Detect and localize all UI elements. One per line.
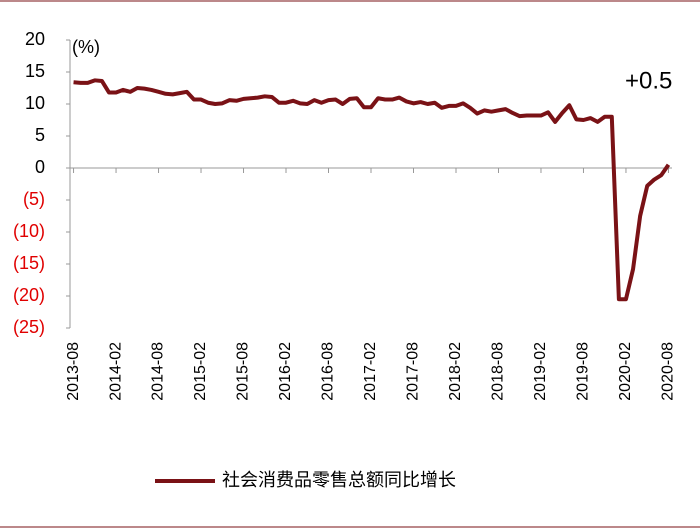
y-tick-label: 5 <box>35 125 45 145</box>
x-tick-label: 2014-08 <box>150 342 167 401</box>
x-tick-label: 2016-02 <box>277 342 294 401</box>
y-tick-label: 10 <box>25 93 45 113</box>
legend-label: 社会消费品零售总额同比增长 <box>222 470 456 490</box>
y-tick-label: (20) <box>13 285 45 305</box>
x-tick-label: 2019-08 <box>575 342 592 401</box>
x-tick-label: 2017-08 <box>405 342 422 401</box>
series-line <box>73 78 671 302</box>
x-tick-label: 2020-08 <box>660 342 677 401</box>
x-tick-label: 2014-02 <box>107 342 124 401</box>
x-tick-label: 2018-08 <box>490 342 507 401</box>
y-tick-label: (25) <box>13 317 45 337</box>
y-tick-label: 20 <box>25 29 45 49</box>
x-tick-label: 2019-02 <box>532 342 549 401</box>
x-tick-label: 2013-08 <box>65 342 82 401</box>
x-tick-label: 2015-08 <box>235 342 252 401</box>
unit-label: (%) <box>72 37 100 57</box>
y-tick-label: (15) <box>13 253 45 273</box>
y-tick-label: (5) <box>23 189 45 209</box>
x-tick-label: 2018-02 <box>447 342 464 401</box>
x-tick-label: 2020-02 <box>617 342 634 401</box>
y-tick-label: 15 <box>25 61 45 81</box>
y-tick-label: (10) <box>13 221 45 241</box>
last-value-label: +0.5 <box>625 67 672 94</box>
x-tick-label: 2016-08 <box>320 342 337 401</box>
x-tick-label: 2017-02 <box>362 342 379 401</box>
x-tick-label: 2015-02 <box>192 342 209 401</box>
y-tick-label: 0 <box>35 157 45 177</box>
